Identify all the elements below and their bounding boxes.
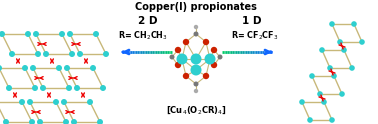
Circle shape <box>339 91 345 97</box>
Circle shape <box>64 65 70 71</box>
Circle shape <box>25 31 31 37</box>
Circle shape <box>103 51 109 57</box>
Circle shape <box>217 55 223 60</box>
Circle shape <box>27 99 33 105</box>
Circle shape <box>63 119 69 124</box>
Circle shape <box>309 73 315 79</box>
Circle shape <box>66 85 72 91</box>
Circle shape <box>77 51 83 57</box>
Circle shape <box>177 53 187 64</box>
Text: R= CF$_2$CF$_3$: R= CF$_2$CF$_3$ <box>231 30 279 43</box>
Circle shape <box>19 99 25 105</box>
Circle shape <box>175 62 181 68</box>
Text: 2 D: 2 D <box>138 16 158 26</box>
Circle shape <box>317 91 323 97</box>
Circle shape <box>194 31 198 36</box>
Circle shape <box>203 39 209 45</box>
Circle shape <box>211 62 217 68</box>
Circle shape <box>351 21 357 27</box>
Circle shape <box>30 65 36 71</box>
Circle shape <box>0 31 5 37</box>
Circle shape <box>40 85 46 91</box>
Circle shape <box>331 73 337 79</box>
Circle shape <box>87 99 93 105</box>
Circle shape <box>43 51 49 57</box>
Circle shape <box>191 64 201 76</box>
Circle shape <box>74 85 80 91</box>
Circle shape <box>35 51 41 57</box>
Text: Copper(I) propionates: Copper(I) propionates <box>135 2 257 12</box>
Circle shape <box>56 65 62 71</box>
Text: 1 D: 1 D <box>242 16 262 26</box>
Circle shape <box>71 119 77 124</box>
Circle shape <box>329 117 335 123</box>
Circle shape <box>204 53 215 64</box>
Circle shape <box>53 99 59 105</box>
Circle shape <box>3 119 9 124</box>
Circle shape <box>327 65 333 71</box>
Circle shape <box>194 25 198 29</box>
Text: R= CH$_2$CH$_3$: R= CH$_2$CH$_3$ <box>118 30 168 43</box>
Circle shape <box>93 31 99 37</box>
Circle shape <box>69 51 75 57</box>
Circle shape <box>194 89 198 93</box>
Circle shape <box>175 47 181 53</box>
Circle shape <box>100 85 106 91</box>
Circle shape <box>169 55 175 60</box>
Circle shape <box>97 119 103 124</box>
Circle shape <box>67 31 73 37</box>
Circle shape <box>329 21 335 27</box>
Circle shape <box>61 99 67 105</box>
Text: [Cu$_4$(O$_2$CR)$_4$]: [Cu$_4$(O$_2$CR)$_4$] <box>166 104 226 116</box>
Circle shape <box>321 99 327 105</box>
Circle shape <box>90 65 96 71</box>
Circle shape <box>307 117 313 123</box>
Circle shape <box>183 39 189 45</box>
Circle shape <box>359 39 365 45</box>
Circle shape <box>337 39 343 45</box>
Circle shape <box>0 65 2 71</box>
Circle shape <box>203 73 209 79</box>
Circle shape <box>6 85 12 91</box>
Circle shape <box>9 51 15 57</box>
Circle shape <box>37 119 43 124</box>
Circle shape <box>341 47 347 53</box>
Circle shape <box>59 31 65 37</box>
Circle shape <box>32 85 38 91</box>
Circle shape <box>211 47 217 53</box>
Circle shape <box>29 119 35 124</box>
Circle shape <box>299 99 305 105</box>
Circle shape <box>183 73 189 79</box>
Circle shape <box>33 31 39 37</box>
Circle shape <box>349 65 355 71</box>
Circle shape <box>319 47 325 53</box>
Circle shape <box>191 53 201 64</box>
Circle shape <box>22 65 28 71</box>
Circle shape <box>194 81 198 87</box>
